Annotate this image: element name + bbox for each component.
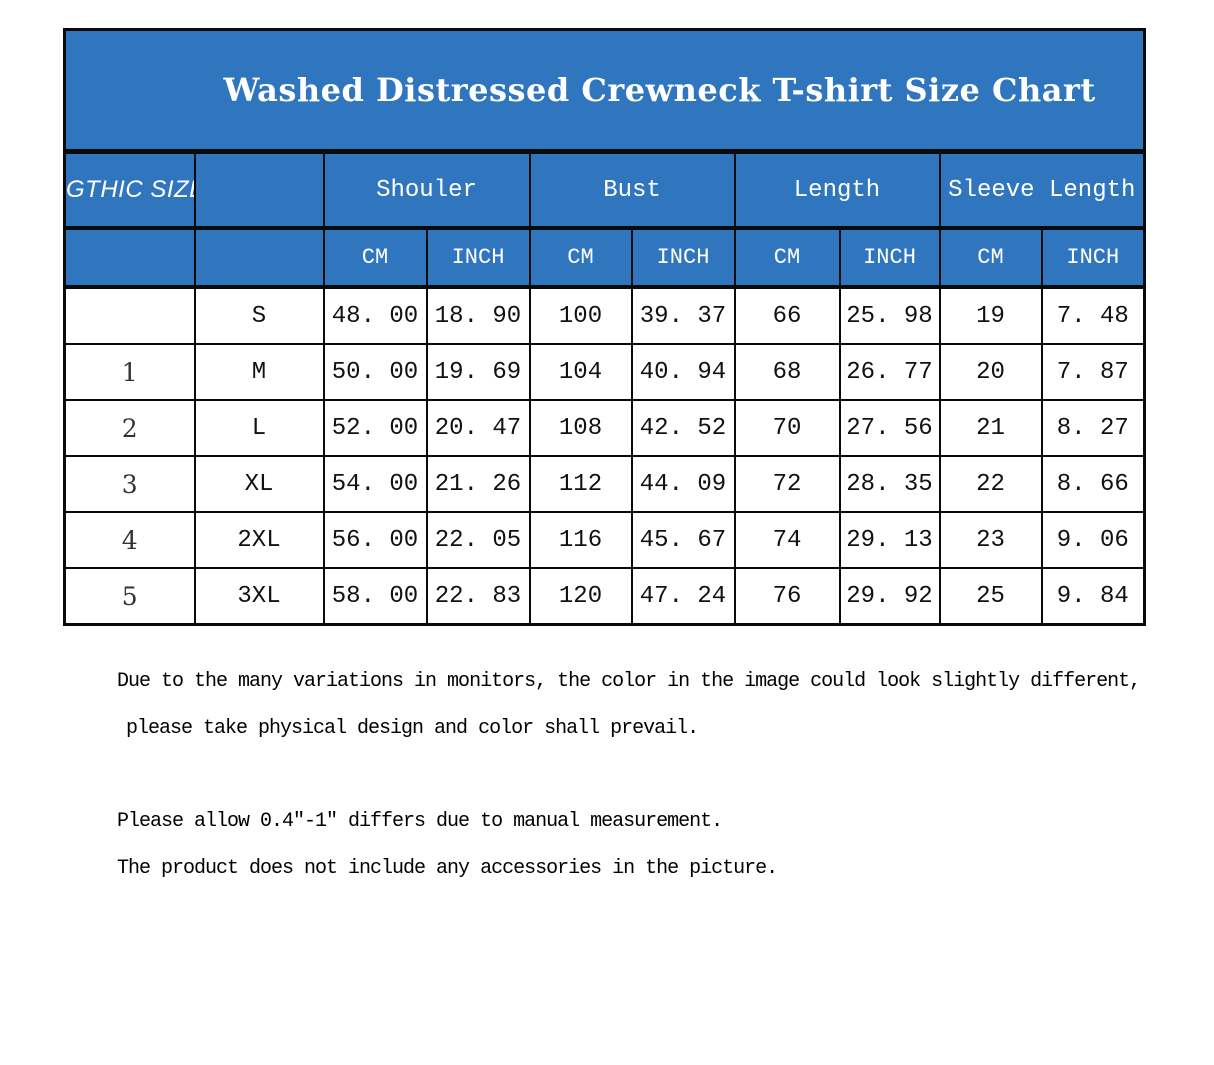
value-cell: 9. 06 xyxy=(1040,511,1146,569)
empty-unit-cell xyxy=(63,227,196,289)
value-cell: 120 xyxy=(528,567,633,626)
column-group-bust: Bust xyxy=(528,150,736,230)
row-index: 1 xyxy=(63,343,196,401)
value-cell: 52. 00 xyxy=(322,399,428,457)
value-cell: 19. 69 xyxy=(425,343,531,401)
value-cell: 100 xyxy=(528,286,633,345)
value-cell: 72 xyxy=(733,455,841,513)
value-cell: 108 xyxy=(528,399,633,457)
unit-header-inch: INCH xyxy=(1040,227,1146,289)
unit-header-cm: CM xyxy=(528,227,633,289)
value-cell: 42. 52 xyxy=(630,399,736,457)
table-row-s: S 48. 00 18. 90 100 39. 37 66 25. 98 19 … xyxy=(63,286,1146,345)
unit-header-cm: CM xyxy=(322,227,428,289)
value-cell: 19 xyxy=(938,286,1043,345)
size-cell: L xyxy=(193,399,325,457)
value-cell: 54. 00 xyxy=(322,455,428,513)
table-row-3xl: 5 3XL 58. 00 22. 83 120 47. 24 76 29. 92… xyxy=(63,567,1146,626)
value-cell: 112 xyxy=(528,455,633,513)
value-cell: 70 xyxy=(733,399,841,457)
value-cell: 21 xyxy=(938,399,1043,457)
value-cell: 58. 00 xyxy=(322,567,428,626)
value-cell: 66 xyxy=(733,286,841,345)
size-chart-table: Washed Distressed Crewneck T-shirt Size … xyxy=(63,28,1147,626)
row-index: 2 xyxy=(63,399,196,457)
size-cell: 2XL xyxy=(193,511,325,569)
table-row-m: 1 M 50. 00 19. 69 104 40. 94 68 26. 77 2… xyxy=(63,343,1146,401)
value-cell: 25 xyxy=(938,567,1043,626)
unit-header-inch: INCH xyxy=(425,227,531,289)
value-cell: 29. 13 xyxy=(838,511,941,569)
page-title: Washed Distressed Crewneck T-shirt Size … xyxy=(63,28,1146,154)
value-cell: 22. 83 xyxy=(425,567,531,626)
note-line-measurement: Please allow 0.4"-1" differs due to manu… xyxy=(117,810,723,833)
unit-header-inch: INCH xyxy=(630,227,736,289)
value-cell: 8. 27 xyxy=(1040,399,1146,457)
value-cell: 23 xyxy=(938,511,1043,569)
unit-header-inch: INCH xyxy=(838,227,941,289)
value-cell: 20. 47 xyxy=(425,399,531,457)
size-cell: M xyxy=(193,343,325,401)
value-cell: 50. 00 xyxy=(322,343,428,401)
note-line-accessories: The product does not include any accesso… xyxy=(117,857,778,880)
column-group-sleeve-length: Sleeve Length xyxy=(938,150,1146,230)
value-cell: 25. 98 xyxy=(838,286,941,345)
unit-header-cm: CM xyxy=(733,227,841,289)
column-group-shoulder: Shouler xyxy=(322,150,531,230)
value-cell: 22 xyxy=(938,455,1043,513)
value-cell: 28. 35 xyxy=(838,455,941,513)
size-cell: XL xyxy=(193,455,325,513)
value-cell: 47. 24 xyxy=(630,567,736,626)
value-cell: 18. 90 xyxy=(425,286,531,345)
table-row-l: 2 L 52. 00 20. 47 108 42. 52 70 27. 56 2… xyxy=(63,399,1146,457)
value-cell: 7. 87 xyxy=(1040,343,1146,401)
value-cell: 116 xyxy=(528,511,633,569)
note-line-monitor-color-2: please take physical design and color sh… xyxy=(126,717,699,740)
value-cell: 9. 84 xyxy=(1040,567,1146,626)
value-cell: 21. 26 xyxy=(425,455,531,513)
value-cell: 76 xyxy=(733,567,841,626)
unit-header-row: CM INCH CM INCH CM INCH CM INCH xyxy=(63,227,1146,289)
empty-unit-cell xyxy=(193,227,325,289)
value-cell: 56. 00 xyxy=(322,511,428,569)
column-group-length: Length xyxy=(733,150,941,230)
size-cell: S xyxy=(193,286,325,345)
value-cell: 40. 94 xyxy=(630,343,736,401)
value-cell: 8. 66 xyxy=(1040,455,1146,513)
value-cell: 26. 77 xyxy=(838,343,941,401)
empty-header-cell xyxy=(193,150,325,230)
value-cell: 27. 56 xyxy=(838,399,941,457)
value-cell: 29. 92 xyxy=(838,567,941,626)
row-index: 3 xyxy=(63,455,196,513)
value-cell: 45. 67 xyxy=(630,511,736,569)
value-cell: 39. 37 xyxy=(630,286,736,345)
brand-size-label: GTHIC SIZE xyxy=(63,150,196,230)
note-line-monitor-color-1: Due to the many variations in monitors, … xyxy=(117,670,1141,693)
size-cell: 3XL xyxy=(193,567,325,626)
unit-header-cm: CM xyxy=(938,227,1043,289)
value-cell: 74 xyxy=(733,511,841,569)
value-cell: 44. 09 xyxy=(630,455,736,513)
table-row-xl: 3 XL 54. 00 21. 26 112 44. 09 72 28. 35 … xyxy=(63,455,1146,513)
title-row: Washed Distressed Crewneck T-shirt Size … xyxy=(63,28,1146,154)
value-cell: 68 xyxy=(733,343,841,401)
group-header-row: GTHIC SIZE Shouler Bust Length Sleeve Le… xyxy=(63,150,1146,230)
value-cell: 20 xyxy=(938,343,1043,401)
value-cell: 104 xyxy=(528,343,633,401)
row-index: 5 xyxy=(63,567,196,626)
row-index: 4 xyxy=(63,511,196,569)
value-cell: 7. 48 xyxy=(1040,286,1146,345)
value-cell: 22. 05 xyxy=(425,511,531,569)
table-row-2xl: 4 2XL 56. 00 22. 05 116 45. 67 74 29. 13… xyxy=(63,511,1146,569)
value-cell: 48. 00 xyxy=(322,286,428,345)
row-index xyxy=(63,286,196,345)
